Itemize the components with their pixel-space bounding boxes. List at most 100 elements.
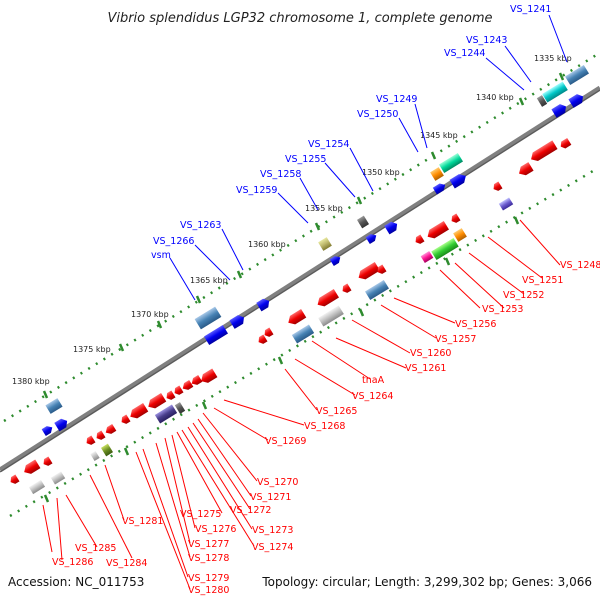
gene-label[interactable]: VS_1272 (230, 505, 271, 516)
gene-arrow (24, 459, 41, 474)
gene-arrow (182, 379, 194, 390)
gene-label[interactable]: VS_1257 (435, 334, 476, 345)
reverse-label-group: VS_1248 VS_1251 VS_1252 VS_1253 VS_1256 … (52, 260, 600, 596)
outer-tick-track (3, 52, 599, 423)
gene-block (318, 237, 332, 251)
gene-block (50, 471, 66, 485)
kbp-label: 1380 kbp (12, 377, 50, 386)
gene-label[interactable]: VS_1265 (316, 406, 357, 417)
gene-block (430, 167, 444, 181)
gene-label[interactable]: vsm (151, 250, 171, 261)
gene-block (28, 479, 46, 495)
gene-arrow (358, 261, 380, 280)
map-title: Vibrio splendidus LGP32 chromosome 1, co… (107, 11, 492, 26)
gene-arrow (121, 414, 131, 424)
gene-label[interactable]: VS_1253 (482, 304, 523, 315)
gene-arrow (86, 435, 96, 445)
genome-backbone (0, 85, 600, 473)
gene-label[interactable]: VS_1284 (106, 558, 147, 569)
gene-arrow (551, 104, 566, 118)
gene-arrow (449, 174, 466, 189)
gene-arrow (201, 368, 218, 383)
gene-arrow (317, 288, 339, 307)
gene-label[interactable]: VS_1271 (250, 492, 291, 503)
kbp-label: 1360 kbp (248, 240, 286, 249)
gene-arrow (96, 430, 106, 440)
gene-label[interactable]: VS_1275 (180, 509, 221, 520)
gene-arrow (342, 283, 352, 293)
gene-arrow (427, 220, 449, 239)
gene-arrow (432, 183, 446, 195)
gene-block (90, 451, 100, 461)
reverse-leaders (42, 219, 561, 590)
gene-label[interactable]: VS_1250 (357, 109, 398, 120)
gene-block (542, 81, 568, 103)
gene-arrow (41, 426, 53, 437)
gene-arrow (191, 374, 203, 385)
gene-label[interactable]: VS_1256 (455, 319, 496, 330)
gene-label[interactable]: VS_1266 (153, 236, 194, 247)
kbp-labels: 1335 kbp 1340 kbp 1345 kbp 1350 kbp 1355… (12, 54, 572, 386)
gene-label[interactable]: VS_1285 (75, 543, 116, 554)
gene-label[interactable]: VS_1241 (510, 4, 551, 15)
gene-label[interactable]: VS_1286 (52, 557, 93, 568)
gene-block (174, 402, 186, 414)
gene-label[interactable]: VS_1263 (180, 220, 221, 231)
gene-label[interactable]: VS_1249 (376, 94, 417, 105)
gene-label[interactable]: VS_1254 (308, 139, 349, 150)
gene-block (154, 404, 178, 424)
gene-block (431, 237, 459, 261)
gene-label[interactable]: VS_1251 (522, 275, 563, 286)
kbp-label: 1355 kbp (305, 204, 343, 213)
gene-arrow (415, 234, 425, 244)
gene-label[interactable]: VS_1277 (188, 539, 229, 550)
gene-label[interactable]: VS_1248 (560, 260, 600, 271)
gene-label[interactable]: VS_1260 (410, 348, 451, 359)
gene-arrow (288, 309, 307, 325)
gene-arrow (365, 234, 377, 245)
gene-label[interactable]: VS_1244 (444, 48, 485, 59)
gene-arrow (43, 456, 53, 466)
gene-label[interactable]: VS_1269 (265, 436, 306, 447)
gene-arrow (229, 315, 244, 329)
gene-label[interactable]: VS_1276 (195, 524, 236, 535)
gene-label[interactable]: VS_1278 (188, 553, 229, 564)
inner-tick-track (9, 166, 599, 518)
gene-arrow (531, 140, 558, 161)
gene-arrow (264, 327, 274, 337)
gene-label[interactable]: VS_1255 (285, 154, 326, 165)
gene-label[interactable]: VS_1258 (260, 169, 301, 180)
gene-label[interactable]: VS_1274 (252, 542, 293, 553)
gene-label[interactable]: VS_1243 (466, 35, 507, 46)
gene-label[interactable]: VS_1270 (257, 477, 298, 488)
gene-label[interactable]: VS_1259 (236, 185, 277, 196)
gene-block (100, 443, 114, 457)
gene-block (204, 324, 228, 346)
gene-label[interactable]: VS_1268 (304, 421, 345, 432)
gene-arrow (384, 221, 398, 235)
gene-label[interactable]: VS_1281 (122, 516, 163, 527)
kbp-label: 1345 kbp (420, 131, 458, 140)
gene-label[interactable]: VS_1273 (252, 525, 293, 536)
gene-label[interactable]: tnaA (362, 375, 385, 386)
gene-block (356, 215, 370, 229)
gene-arrow (560, 137, 572, 149)
gene-label[interactable]: VS_1264 (352, 391, 393, 402)
forward-leaders (169, 14, 568, 301)
gene-arrow (105, 423, 117, 434)
gene-block (453, 228, 467, 242)
topology-summary: Topology: circular; Length: 3,299,302 bp… (261, 575, 592, 589)
gene-block (291, 324, 315, 344)
gene-arrow (568, 94, 583, 108)
gene-label[interactable]: VS_1280 (188, 585, 229, 596)
gene-block (565, 64, 589, 86)
forward-label-group: VS_1241 VS_1243 VS_1244 VS_1249 VS_1250 … (151, 4, 551, 261)
gene-label[interactable]: VS_1261 (405, 363, 446, 374)
gene-arrow (54, 418, 68, 432)
kbp-label: 1370 kbp (131, 310, 169, 319)
gene-label[interactable]: VS_1279 (188, 573, 229, 584)
gene-label[interactable]: VS_1252 (503, 290, 544, 301)
major-ticks (42, 72, 565, 503)
